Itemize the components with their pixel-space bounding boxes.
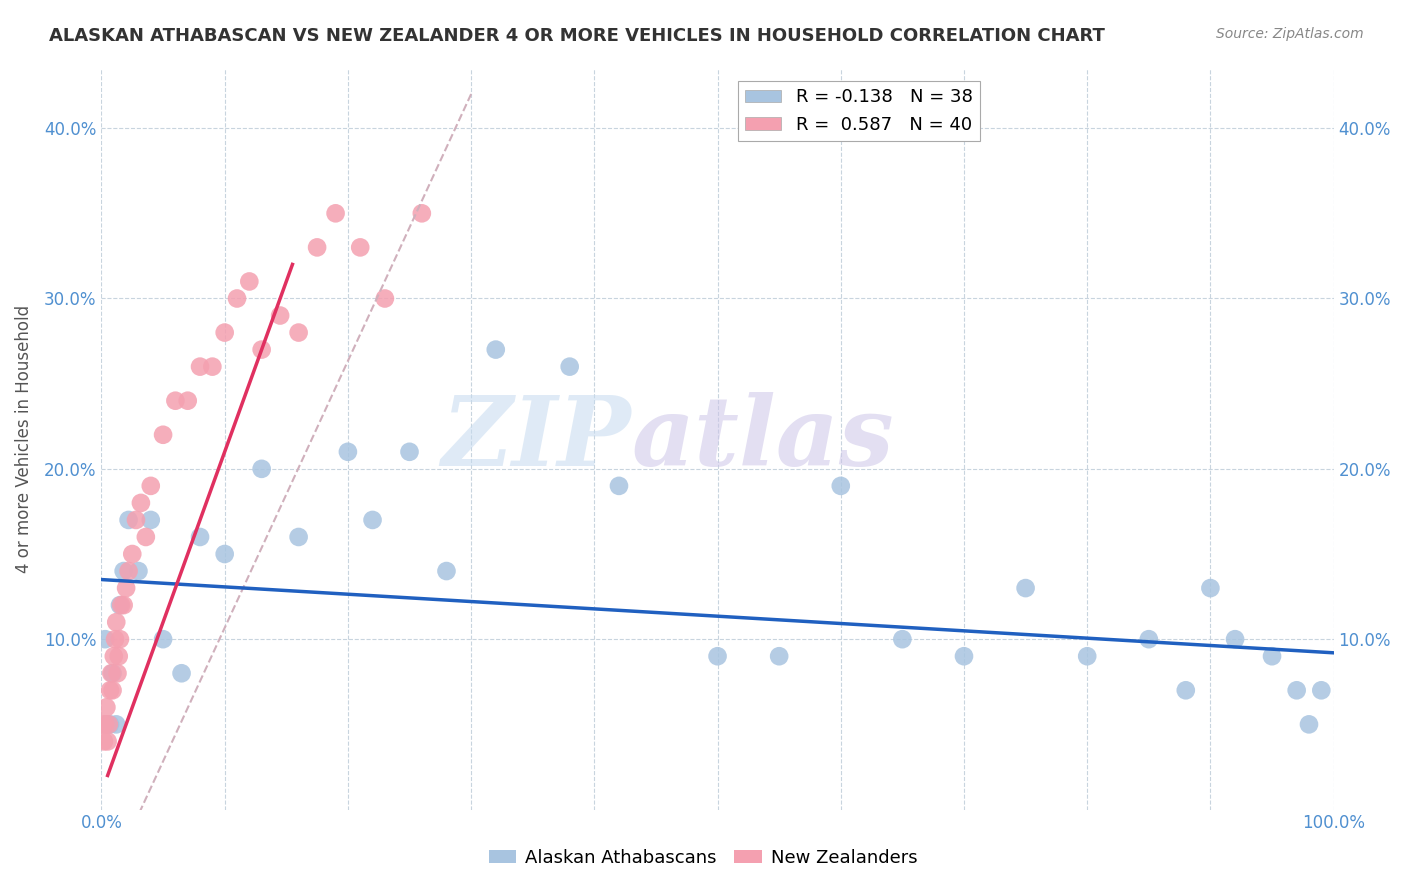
Point	[91, 717, 114, 731]
Point	[104, 632, 127, 647]
Point	[287, 326, 309, 340]
Point	[101, 666, 124, 681]
Point	[93, 734, 115, 748]
Point	[110, 598, 132, 612]
Point	[152, 632, 174, 647]
Point	[436, 564, 458, 578]
Point	[269, 309, 291, 323]
Point	[188, 530, 211, 544]
Point	[411, 206, 433, 220]
Point	[1199, 581, 1222, 595]
Point	[112, 598, 135, 612]
Point	[105, 717, 128, 731]
Point	[607, 479, 630, 493]
Point	[485, 343, 508, 357]
Point	[250, 343, 273, 357]
Point	[1261, 649, 1284, 664]
Point	[398, 445, 420, 459]
Legend: R = -0.138   N = 38, R =  0.587   N = 40: R = -0.138 N = 38, R = 0.587 N = 40	[738, 81, 980, 141]
Point	[374, 292, 396, 306]
Point	[100, 666, 122, 681]
Point	[97, 717, 120, 731]
Point	[125, 513, 148, 527]
Point	[177, 393, 200, 408]
Point	[1310, 683, 1333, 698]
Point	[214, 547, 236, 561]
Point	[94, 717, 117, 731]
Text: atlas: atlas	[631, 392, 894, 486]
Point	[336, 445, 359, 459]
Point	[94, 632, 117, 647]
Point	[165, 393, 187, 408]
Point	[107, 649, 129, 664]
Point	[115, 581, 138, 595]
Point	[127, 564, 149, 578]
Point	[830, 479, 852, 493]
Point	[349, 240, 371, 254]
Point	[139, 513, 162, 527]
Point	[768, 649, 790, 664]
Point	[325, 206, 347, 220]
Point	[103, 649, 125, 664]
Point	[287, 530, 309, 544]
Point	[214, 326, 236, 340]
Point	[1137, 632, 1160, 647]
Point	[201, 359, 224, 374]
Point	[105, 615, 128, 629]
Y-axis label: 4 or more Vehicles in Household: 4 or more Vehicles in Household	[15, 305, 32, 573]
Text: ZIP: ZIP	[441, 392, 631, 486]
Point	[558, 359, 581, 374]
Point	[121, 547, 143, 561]
Point	[101, 683, 124, 698]
Point	[188, 359, 211, 374]
Point	[1076, 649, 1098, 664]
Point	[1285, 683, 1308, 698]
Point	[706, 649, 728, 664]
Point	[108, 632, 131, 647]
Point	[117, 513, 139, 527]
Point	[152, 427, 174, 442]
Point	[96, 700, 118, 714]
Point	[107, 666, 129, 681]
Text: Source: ZipAtlas.com: Source: ZipAtlas.com	[1216, 27, 1364, 41]
Point	[135, 530, 157, 544]
Point	[307, 240, 329, 254]
Point	[117, 564, 139, 578]
Point	[97, 734, 120, 748]
Point	[112, 564, 135, 578]
Point	[250, 462, 273, 476]
Legend: Alaskan Athabascans, New Zealanders: Alaskan Athabascans, New Zealanders	[482, 842, 924, 874]
Point	[98, 717, 121, 731]
Point	[891, 632, 914, 647]
Point	[97, 717, 120, 731]
Point	[953, 649, 976, 664]
Point	[170, 666, 193, 681]
Point	[1298, 717, 1320, 731]
Text: ALASKAN ATHABASCAN VS NEW ZEALANDER 4 OR MORE VEHICLES IN HOUSEHOLD CORRELATION : ALASKAN ATHABASCAN VS NEW ZEALANDER 4 OR…	[49, 27, 1105, 45]
Point	[108, 598, 131, 612]
Point	[139, 479, 162, 493]
Point	[98, 683, 121, 698]
Point	[129, 496, 152, 510]
Point	[226, 292, 249, 306]
Point	[361, 513, 384, 527]
Point	[1174, 683, 1197, 698]
Point	[1014, 581, 1036, 595]
Point	[1223, 632, 1246, 647]
Point	[238, 275, 260, 289]
